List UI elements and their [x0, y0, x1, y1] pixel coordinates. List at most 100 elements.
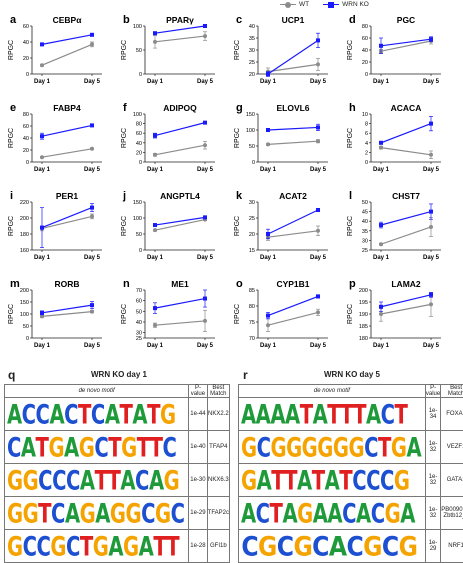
motif-letter: A	[241, 497, 256, 529]
series-line-wt	[155, 36, 205, 42]
motif-letter: C	[36, 530, 50, 562]
motif-logo-cell: GGTCAGAGGCGC	[5, 497, 189, 530]
data-point-wrn-ko	[266, 128, 270, 132]
motif-letter: A	[120, 464, 135, 496]
y-tick-label: 40	[23, 40, 29, 46]
motif-letter: A	[65, 497, 80, 529]
chart-title: ANGPTL4	[160, 191, 200, 201]
y-tick-label: 8	[365, 122, 368, 128]
x-tick-label: Day 5	[84, 343, 101, 349]
data-point-wrn-ko	[266, 72, 270, 76]
y-tick-label: 40	[136, 320, 142, 326]
data-point-wt	[429, 153, 433, 157]
data-point-wt	[316, 139, 320, 143]
data-point-wt	[203, 319, 207, 323]
y-tick-label: 80	[362, 24, 368, 30]
data-point-wrn-ko	[90, 303, 94, 307]
motif-letter: T	[80, 530, 93, 562]
y-axis-label: RPGC	[347, 304, 354, 324]
best-match-cell: GATA1	[441, 464, 463, 497]
x-tick-label: Day 1	[147, 255, 164, 261]
motif-letter: A	[105, 398, 120, 430]
motif-logo: ACCACTCATATG	[5, 398, 185, 430]
motif-letter: G	[7, 497, 23, 529]
motif-letter: G	[348, 431, 364, 463]
data-point-wrn-ko	[153, 306, 157, 310]
motif-letter: C	[66, 464, 80, 496]
y-tick-label: 80	[249, 304, 255, 310]
motif-table-body: AAAATATTTACT1e-34FOXA1GCGGGGGGCTGA1e-32V…	[239, 398, 463, 563]
data-point-wrn-ko	[40, 42, 44, 46]
motif-letter: A	[132, 398, 147, 430]
motif-letter: T	[300, 398, 313, 430]
best-match-cell: NKX6.3	[207, 464, 229, 497]
series-line-wt	[381, 148, 431, 155]
chart-legend: WT WRN KO	[280, 1, 369, 8]
y-tick-label: 70	[249, 336, 255, 342]
y-tick-label: 75	[249, 320, 255, 326]
y-tick-label: 100	[133, 24, 142, 30]
motif-letter: C	[257, 431, 271, 463]
motif-letter: C	[7, 431, 21, 463]
series-line-wt	[268, 312, 318, 325]
motif-letter: C	[22, 398, 36, 430]
series-line-wt	[381, 304, 431, 314]
motif-letter: G	[399, 530, 418, 562]
motif-letter: T	[137, 431, 150, 463]
motif-letter: A	[400, 497, 415, 529]
x-tick-label: Day 1	[373, 167, 390, 173]
p-value-cell: 1e-30	[189, 464, 207, 497]
motif-letter: C	[91, 398, 105, 430]
series-line-wt	[42, 149, 92, 157]
motif-letter: G	[293, 530, 312, 562]
y-tick-label: 30	[136, 331, 142, 337]
motif-letter: T	[120, 398, 133, 430]
data-point-wrn-ko	[316, 294, 320, 298]
x-tick-label: Day 5	[197, 167, 214, 173]
p-value-cell: 1e-32	[425, 431, 440, 464]
motif-letter: G	[79, 431, 95, 463]
data-point-wrn-ko	[203, 215, 207, 219]
motif-letter: A	[256, 398, 271, 430]
legend-swatch-wt	[280, 2, 296, 8]
panel-letter: n	[123, 278, 130, 290]
data-point-wt	[153, 40, 157, 44]
y-tick-label: 50	[136, 232, 142, 238]
motif-letter: C	[382, 530, 399, 562]
best-match-cell: FOXA1	[441, 398, 463, 431]
data-point-wrn-ko	[90, 123, 94, 127]
series-line-wt	[268, 231, 318, 237]
data-point-wrn-ko	[40, 311, 44, 315]
y-axis-label: RPGC	[347, 40, 354, 60]
motif-letter: C	[346, 530, 363, 562]
y-tick-label: 85	[249, 288, 255, 294]
motif-letter: T	[153, 530, 166, 562]
panel-letter: k	[236, 190, 243, 202]
data-point-wt	[90, 310, 94, 314]
motif-letter: A	[406, 431, 421, 463]
y-tick-label: 50	[23, 324, 29, 330]
y-axis-label: RPGC	[121, 216, 128, 236]
data-point-wrn-ko	[379, 44, 383, 48]
y-tick-label: 40	[249, 24, 255, 30]
data-point-wrn-ko	[40, 226, 44, 230]
motif-letter: C	[38, 464, 52, 496]
motif-letter: G	[126, 497, 142, 529]
y-tick-label: 20	[136, 150, 142, 156]
motif-logo-cell: GCCGCTGAGATT	[5, 530, 189, 563]
motif-letter: C	[381, 398, 395, 430]
motif-letter: T	[284, 464, 297, 496]
chart-title: CYP1B1	[276, 279, 309, 289]
motif-letter: A	[313, 398, 328, 430]
p-value-cell: 1e-40	[189, 431, 207, 464]
motif-letter: G	[394, 464, 410, 496]
y-tick-label: 45	[362, 210, 368, 216]
y-tick-label: 100	[246, 128, 255, 134]
series-line-wrn-ko	[268, 40, 318, 74]
data-point-wrn-ko	[429, 293, 433, 297]
motif-letter: C	[64, 398, 78, 430]
